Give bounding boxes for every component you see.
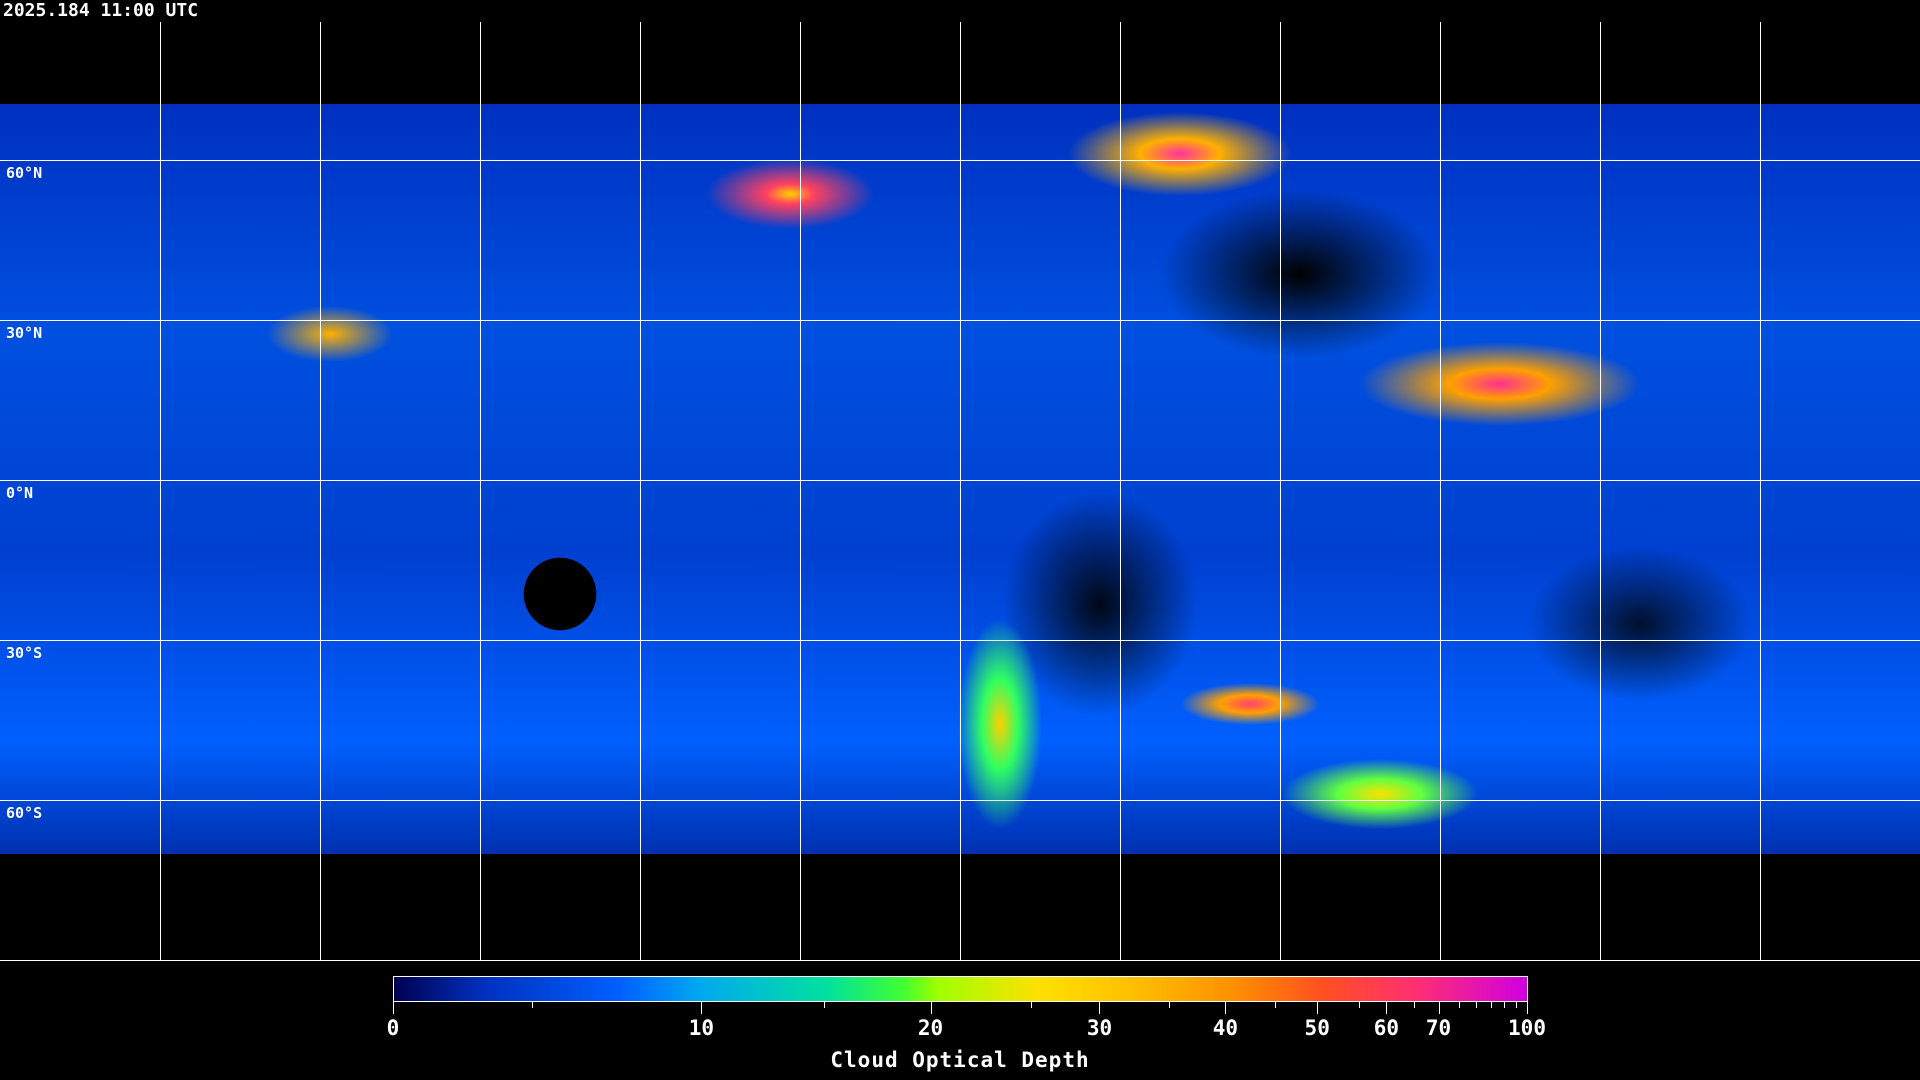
longitude-gridline bbox=[960, 22, 961, 960]
cloud-optical-depth-map: 60°N 30°N 0°N 30°S 60°S 2025.184 11:00 UTC bbox=[0, 0, 1920, 961]
latitude-label: 60°N bbox=[6, 164, 43, 182]
latitude-label: 30°S bbox=[6, 644, 43, 662]
latitude-gridline bbox=[0, 160, 1920, 161]
latitude-label: 30°N bbox=[6, 324, 43, 342]
colorbar-tick-label: 100 bbox=[1508, 1016, 1546, 1040]
colorbar-major-tick bbox=[1317, 1002, 1319, 1014]
colorbar-major-tick bbox=[1438, 1002, 1440, 1014]
longitude-gridline bbox=[160, 22, 161, 960]
colorbar-minor-tick bbox=[1031, 1002, 1033, 1008]
longitude-gridline bbox=[320, 22, 321, 960]
colorbar-tick-label: 50 bbox=[1304, 1016, 1330, 1040]
longitude-gridline bbox=[1760, 22, 1761, 960]
latitude-gridline bbox=[0, 800, 1920, 801]
colorbar-tick-label: 60 bbox=[1373, 1016, 1400, 1040]
colorbar-tick-label: 10 bbox=[688, 1016, 715, 1040]
colorbar-minor-tick bbox=[1458, 1002, 1460, 1008]
colorbar-minor-tick bbox=[1359, 1002, 1361, 1008]
colorbar bbox=[393, 976, 1528, 1002]
longitude-gridline bbox=[640, 22, 641, 960]
colorbar-minor-tick bbox=[1413, 1002, 1415, 1008]
latitude-label: 60°S bbox=[6, 804, 43, 822]
longitude-gridline bbox=[1280, 22, 1281, 960]
latitude-gridline bbox=[0, 480, 1920, 481]
colorbar-minor-tick bbox=[1475, 1002, 1477, 1008]
colorbar-minor-tick bbox=[1515, 1002, 1517, 1008]
colorbar-tick-label: 20 bbox=[917, 1016, 944, 1040]
timestamp: 2025.184 11:00 UTC bbox=[3, 0, 199, 21]
colorbar-tick-label: 30 bbox=[1086, 1016, 1113, 1040]
colorbar-minor-tick bbox=[1275, 1002, 1277, 1008]
colorbar-major-tick bbox=[1225, 1002, 1227, 1014]
colorbar-minor-tick bbox=[1168, 1002, 1170, 1008]
colorbar-title: Cloud Optical Depth bbox=[830, 1048, 1090, 1072]
colorbar-minor-tick bbox=[823, 1002, 825, 1008]
colorbar-tick-label: 0 bbox=[386, 1016, 400, 1040]
colorbar-major-tick bbox=[1527, 1002, 1528, 1014]
colorbar-major-tick bbox=[393, 1002, 394, 1014]
colorbar-major-tick bbox=[930, 1002, 932, 1014]
longitude-gridline bbox=[1120, 22, 1121, 960]
longitude-gridline bbox=[480, 22, 481, 960]
colorbar-minor-tick bbox=[1490, 1002, 1492, 1008]
colorbar-major-tick bbox=[1099, 1002, 1101, 1014]
latitude-gridline bbox=[0, 640, 1920, 641]
colorbar-major-tick bbox=[701, 1002, 703, 1014]
longitude-gridline bbox=[1440, 22, 1441, 960]
colorbar-tick-label: 70 bbox=[1425, 1016, 1452, 1040]
longitude-gridline bbox=[1600, 22, 1601, 960]
colorbar-minor-tick bbox=[1504, 1002, 1506, 1008]
longitude-gridline bbox=[800, 22, 801, 960]
colorbar-tick-label: 40 bbox=[1212, 1016, 1238, 1040]
colorbar-minor-tick bbox=[532, 1002, 534, 1008]
latitude-label: 0°N bbox=[6, 484, 34, 502]
latitude-gridline bbox=[0, 320, 1920, 321]
colorbar-major-tick bbox=[1386, 1002, 1388, 1014]
